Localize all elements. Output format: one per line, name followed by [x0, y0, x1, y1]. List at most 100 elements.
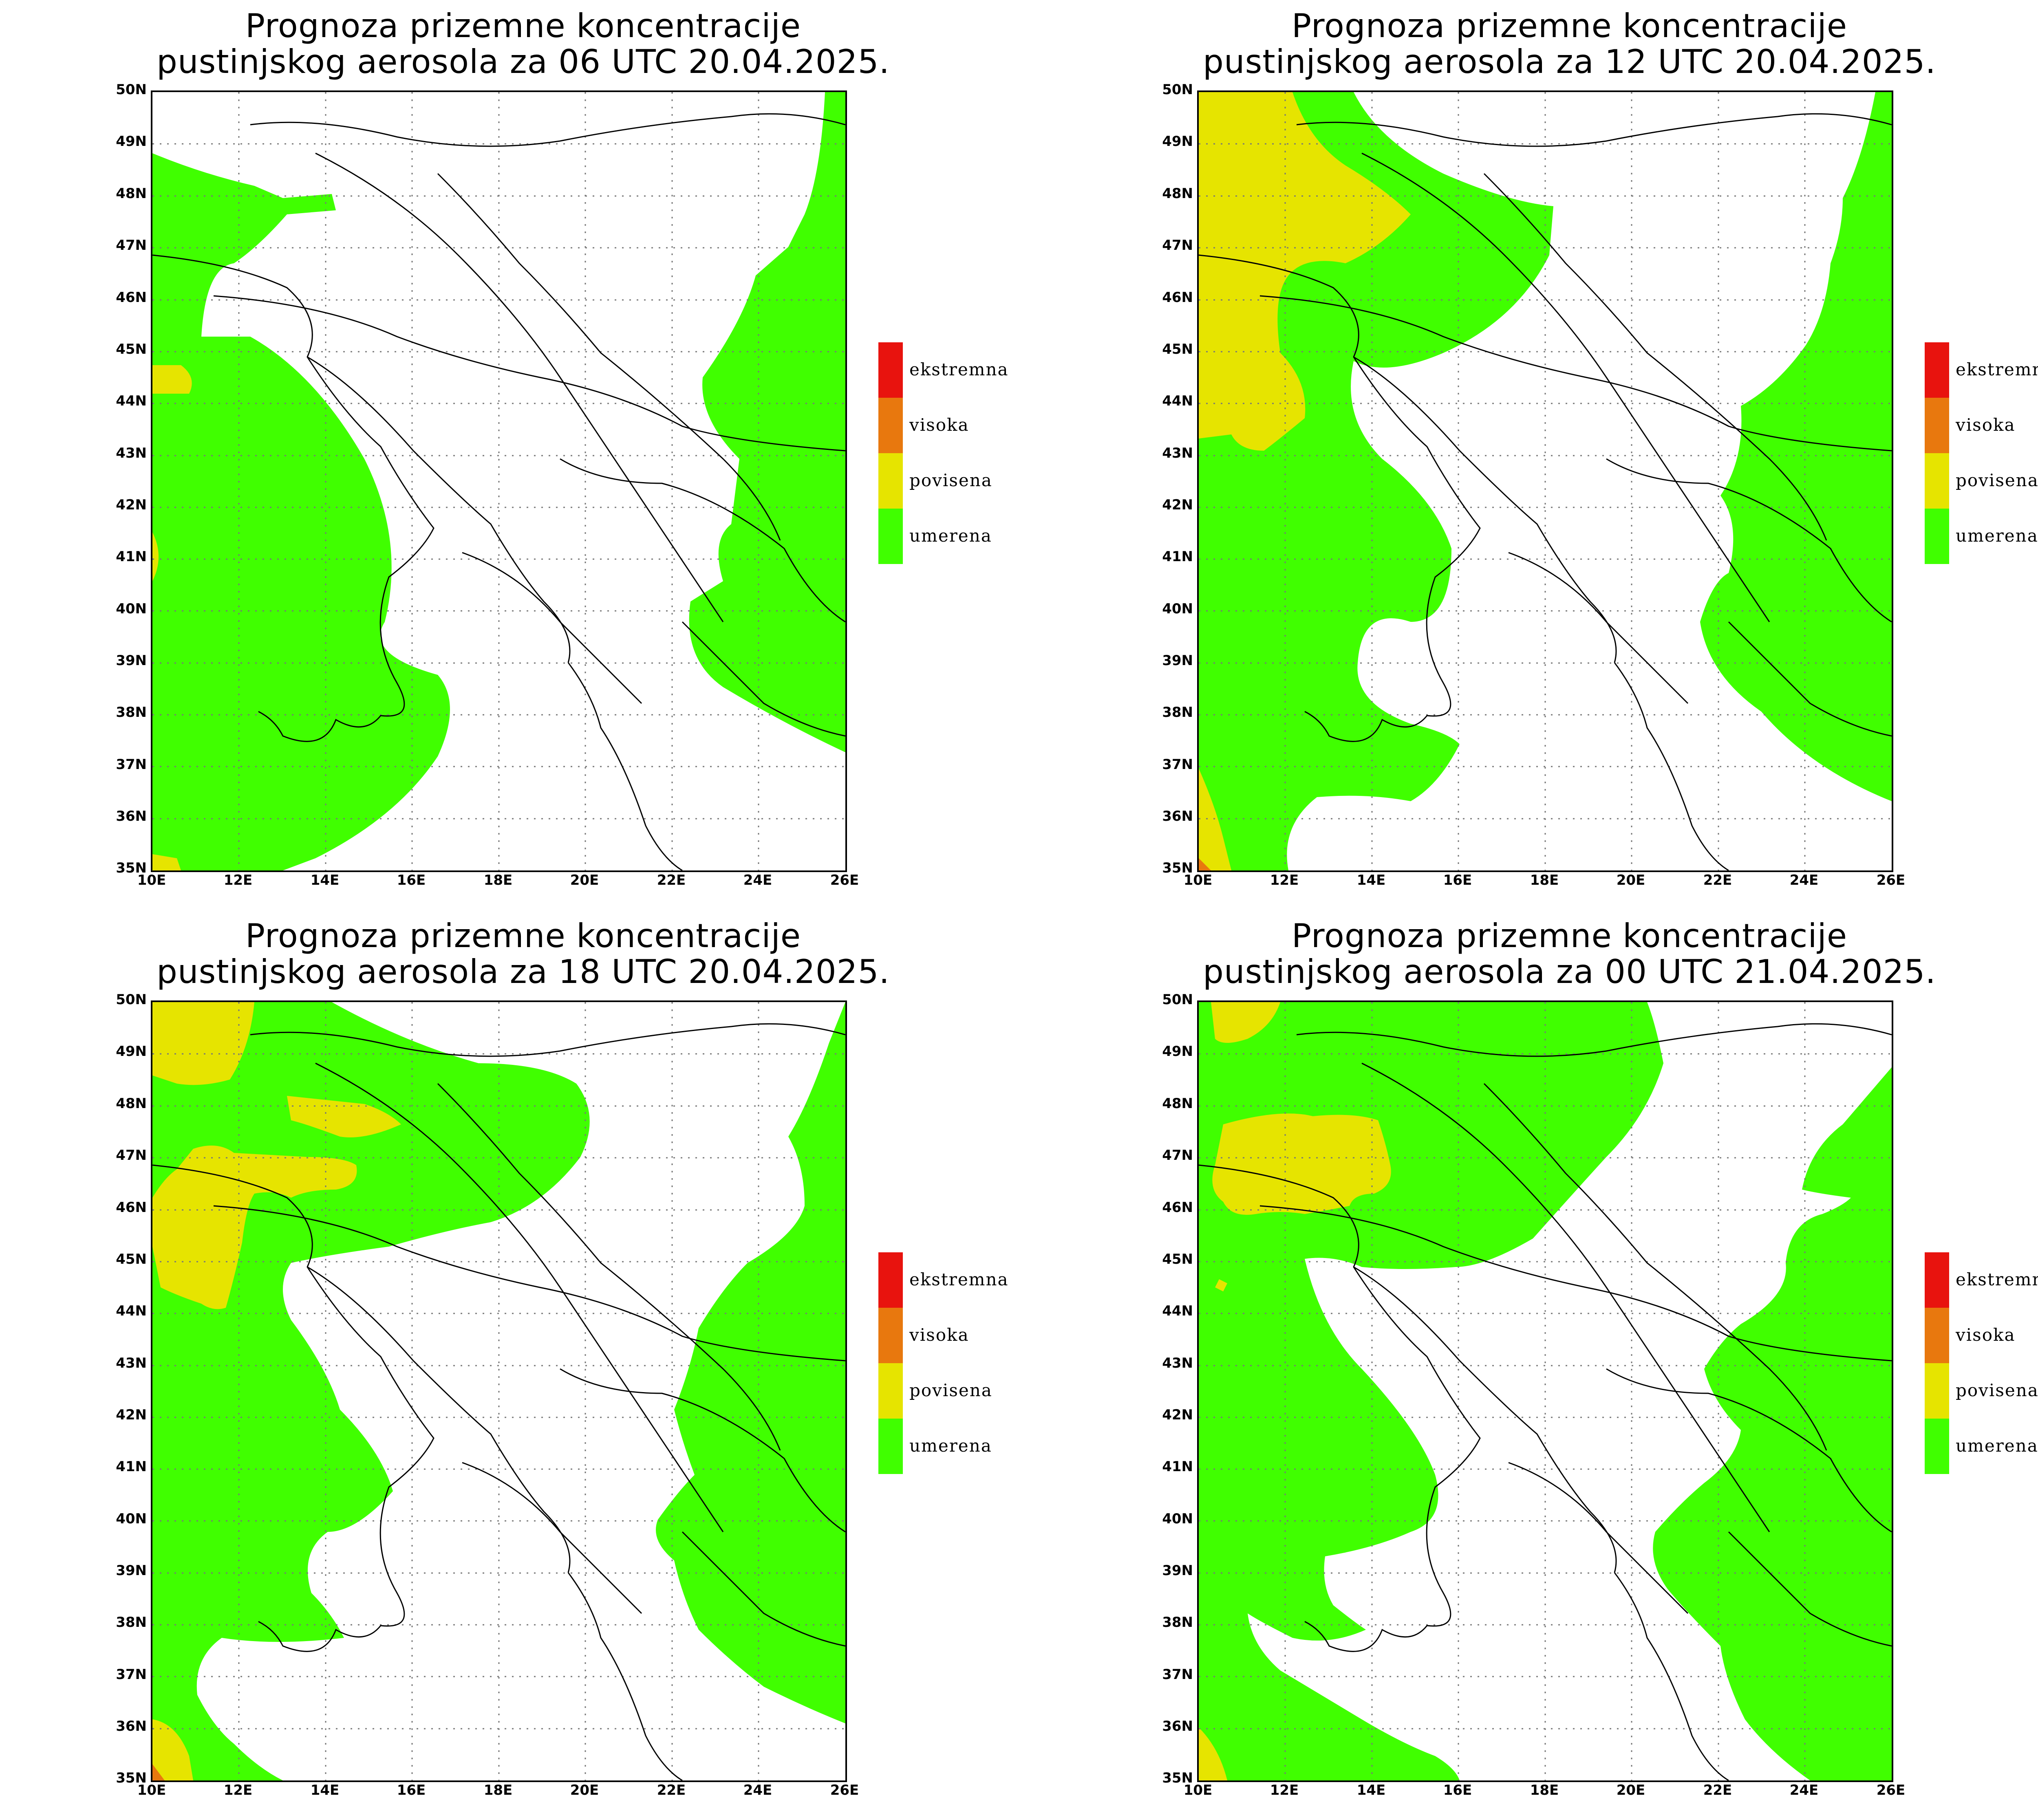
lat-label: 36N	[1162, 1718, 1193, 1734]
forecast-map	[151, 90, 847, 872]
map-panel-12utc: Prognoza prizemne koncentracije pustinjs…	[1046, 0, 2038, 910]
legend-swatch-ekstremna	[878, 342, 903, 398]
lat-label: 49N	[1162, 1043, 1193, 1060]
lat-label: 35N	[116, 860, 147, 876]
lat-label: 41N	[1162, 549, 1193, 565]
lat-label: 48N	[1162, 185, 1193, 202]
panel-title: Prognoza prizemne koncentracije pustinjs…	[1046, 918, 2038, 990]
lon-label: 22E	[657, 1782, 686, 1798]
legend-label: ekstremna	[909, 359, 1009, 379]
lat-label: 39N	[1162, 1562, 1193, 1579]
legend-label: povisena	[909, 470, 993, 490]
panel-title: Prognoza prizemne koncentracije pustinjs…	[0, 8, 1046, 80]
lat-label: 37N	[1162, 756, 1193, 773]
legend-swatch-umerena	[878, 1419, 903, 1474]
legend-swatch-povisena	[1925, 1363, 1949, 1419]
lat-label: 39N	[116, 652, 147, 669]
lat-label: 46N	[1162, 1199, 1193, 1216]
concentration-map	[152, 92, 845, 870]
lat-label: 35N	[1162, 1770, 1193, 1786]
panel-title: Prognoza prizemne koncentracije pustinjs…	[0, 918, 1046, 990]
lat-label: 38N	[1162, 704, 1193, 721]
lon-label: 26E	[1876, 872, 1906, 888]
lon-label: 18E	[1530, 872, 1559, 888]
lat-label: 35N	[1162, 860, 1193, 876]
lat-label: 47N	[1162, 237, 1193, 253]
concentration-map	[1199, 1002, 1892, 1780]
lat-label: 45N	[116, 341, 147, 357]
lat-label: 48N	[1162, 1095, 1193, 1112]
legend-swatch-visoka	[1925, 398, 1949, 453]
legend-swatch-visoka	[1925, 1308, 1949, 1363]
legend-swatch-ekstremna	[878, 1252, 903, 1308]
lat-label: 41N	[116, 549, 147, 565]
lat-label: 40N	[116, 601, 147, 617]
lon-label: 20E	[570, 1782, 599, 1798]
legend-label: umerena	[909, 1436, 992, 1456]
legend-swatch-umerena	[1925, 509, 1949, 564]
legend-label: ekstremna	[1956, 359, 2038, 379]
title-line-2: pustinjskog aerosola za 18 UTC 20.04.202…	[157, 953, 890, 991]
lat-label: 39N	[1162, 652, 1193, 669]
lat-label: 46N	[1162, 289, 1193, 306]
title-line-1: Prognoza prizemne koncentracije	[1291, 7, 1848, 45]
lat-label: 37N	[116, 756, 147, 773]
legend-label: umerena	[1956, 1436, 2038, 1456]
lat-label: 46N	[116, 289, 147, 306]
lon-label: 10E	[137, 1782, 166, 1798]
title-line-2: pustinjskog aerosola za 06 UTC 20.04.202…	[157, 43, 890, 81]
legend-swatch-umerena	[1925, 1419, 1949, 1474]
lon-label: 20E	[1616, 1782, 1645, 1798]
lat-label: 39N	[116, 1562, 147, 1579]
lon-label: 22E	[1703, 1782, 1732, 1798]
lon-label: 12E	[223, 872, 253, 888]
lon-label: 16E	[1443, 1782, 1472, 1798]
lon-label: 12E	[223, 1782, 253, 1798]
concentration-map	[152, 1002, 845, 1780]
lon-label: 16E	[397, 872, 426, 888]
lat-label: 49N	[116, 1043, 147, 1060]
lat-label: 43N	[116, 445, 147, 461]
concentration-map	[1199, 92, 1892, 870]
lat-label: 36N	[1162, 808, 1193, 824]
lat-label: 42N	[116, 497, 147, 513]
title-line-1: Prognoza prizemne koncentracije	[245, 917, 801, 955]
lon-label: 14E	[1356, 1782, 1386, 1798]
lat-label: 45N	[1162, 341, 1193, 357]
lon-label: 10E	[1183, 1782, 1213, 1798]
lon-label: 18E	[483, 872, 513, 888]
legend-label: ekstremna	[909, 1269, 1009, 1289]
legend-swatch-visoka	[878, 398, 903, 453]
lat-label: 40N	[1162, 601, 1193, 617]
lat-label: 50N	[116, 992, 147, 1008]
lon-label: 24E	[743, 872, 772, 888]
lat-label: 44N	[116, 393, 147, 409]
lat-label: 45N	[116, 1251, 147, 1267]
legend-swatch-ekstremna	[1925, 342, 1949, 398]
lon-label: 16E	[1443, 872, 1472, 888]
lat-label: 40N	[1162, 1511, 1193, 1527]
lat-label: 36N	[116, 1718, 147, 1734]
lon-label: 14E	[1356, 872, 1386, 888]
lon-label: 14E	[310, 1782, 340, 1798]
panel-title: Prognoza prizemne koncentracije pustinjs…	[1046, 8, 2038, 80]
lat-label: 50N	[116, 82, 147, 98]
legend-label: visoka	[909, 1325, 969, 1345]
lat-label: 47N	[116, 1147, 147, 1163]
legend-swatch-povisena	[878, 1363, 903, 1419]
legend-label: visoka	[1956, 1325, 2016, 1345]
lat-label: 49N	[1162, 133, 1193, 150]
legend-label: umerena	[1956, 526, 2038, 546]
legend-swatch-umerena	[878, 509, 903, 564]
legend-swatch-visoka	[878, 1308, 903, 1363]
lat-label: 44N	[1162, 1303, 1193, 1319]
lon-label: 12E	[1270, 872, 1299, 888]
lon-label: 20E	[570, 872, 599, 888]
lat-label: 49N	[116, 133, 147, 150]
legend-label: visoka	[1956, 415, 2016, 435]
legend-swatch-ekstremna	[1925, 1252, 1949, 1308]
lat-label: 44N	[116, 1303, 147, 1319]
lon-label: 14E	[310, 872, 340, 888]
lat-label: 40N	[116, 1511, 147, 1527]
map-panel-18utc: Prognoza prizemne koncentracije pustinjs…	[0, 910, 1046, 1820]
